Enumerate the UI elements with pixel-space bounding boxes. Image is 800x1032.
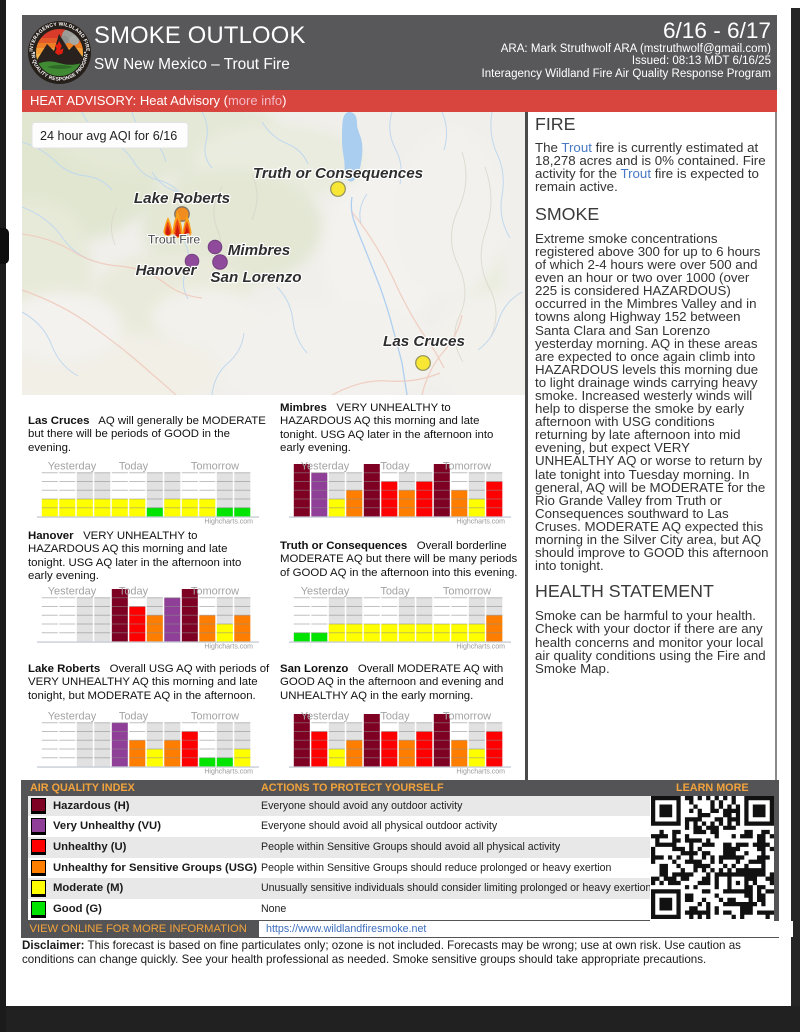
svg-text:Yesterday: Yesterday (48, 461, 97, 473)
svg-text:Tomorrow: Tomorrow (443, 586, 491, 598)
svg-text:Today: Today (119, 711, 149, 723)
svg-text:Mimbres: Mimbres (228, 242, 290, 259)
svg-text:Yesterday: Yesterday (48, 711, 97, 723)
svg-text:Trout Fire: Trout Fire (148, 233, 201, 247)
svg-text:Tomorrow: Tomorrow (191, 711, 239, 723)
svg-text:Today: Today (380, 586, 410, 598)
svg-text:Yesterday: Yesterday (48, 586, 97, 598)
svg-text:Today: Today (119, 461, 149, 473)
svg-text:Highcharts.com: Highcharts.com (204, 519, 253, 526)
svg-text:Highcharts.com: Highcharts.com (204, 644, 253, 651)
svg-text:Highcharts.com: Highcharts.com (456, 519, 505, 526)
svg-text:Las Cruces: Las Cruces (383, 333, 465, 350)
svg-text:San Lorenzo: San Lorenzo (210, 269, 301, 286)
svg-text:24 hour avg AQI for 6/16: 24 hour avg AQI for 6/16 (40, 129, 177, 143)
svg-text:Tomorrow: Tomorrow (191, 461, 239, 473)
svg-text:Yesterday: Yesterday (301, 711, 350, 723)
svg-text:Highcharts.com: Highcharts.com (456, 644, 505, 651)
svg-text:Yesterday: Yesterday (301, 586, 350, 598)
svg-text:Hanover: Hanover (136, 262, 198, 279)
svg-text:Yesterday: Yesterday (301, 461, 350, 473)
svg-text:Lake Roberts: Lake Roberts (134, 190, 230, 207)
svg-text:Today: Today (380, 461, 410, 473)
svg-text:Tomorrow: Tomorrow (191, 586, 239, 598)
svg-text:Tomorrow: Tomorrow (443, 461, 491, 473)
svg-text:Highcharts.com: Highcharts.com (456, 769, 505, 776)
svg-text:Tomorrow: Tomorrow (443, 711, 491, 723)
svg-text:Today: Today (119, 586, 149, 598)
svg-text:Truth or Consequences: Truth or Consequences (253, 165, 423, 182)
svg-text:Highcharts.com: Highcharts.com (204, 769, 253, 776)
svg-text:Today: Today (380, 711, 410, 723)
